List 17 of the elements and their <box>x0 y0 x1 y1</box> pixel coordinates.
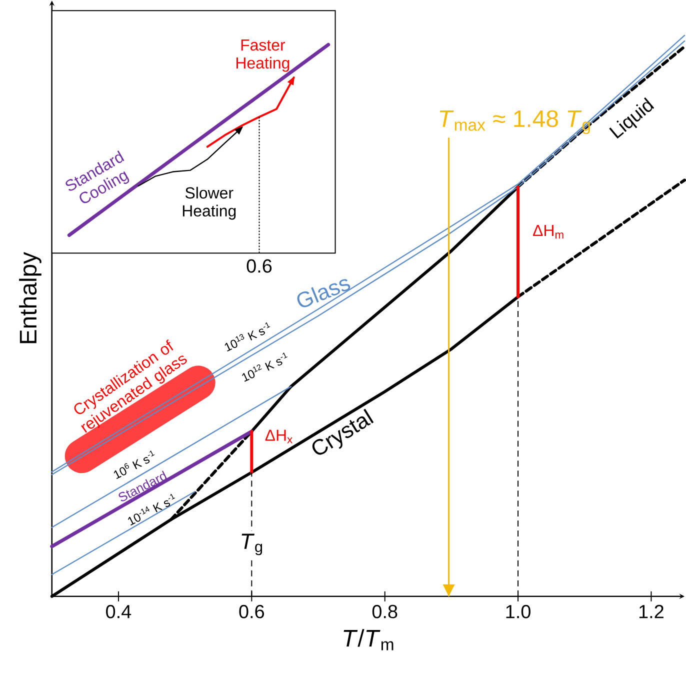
x-tick-label: 0.6 <box>239 604 264 618</box>
ref-line-label: T$_{g}$ <box>242 534 262 556</box>
y-axis-title: Enthalpy <box>19 252 42 344</box>
x-tick-label: 0.8 <box>372 604 398 618</box>
annotation: Slower Heating <box>182 186 236 220</box>
annotation: 0.6 <box>246 259 272 273</box>
annotation: Faster Heating <box>236 39 290 72</box>
x-tick-label: 1.0 <box>506 604 530 618</box>
x-tick-label: 0.4 <box>106 604 132 618</box>
annotation: 10$^{12}$ K s$^{-1}$ <box>242 352 288 382</box>
annotation: 10$^{13}$ K s$^{-1}$ <box>224 322 270 352</box>
annotation: ΔH$_{m}$ <box>533 224 564 238</box>
annotation: ΔH$_{x}$ <box>265 430 293 444</box>
annotation: Glass <box>297 279 350 308</box>
ref-line-label: T$_{max}$ ≈ 1.48 T$_{g}$ <box>440 110 590 134</box>
x-axis-title: T/T$_{m}$ <box>344 629 394 650</box>
x-tick-label: 1.2 <box>639 604 664 618</box>
